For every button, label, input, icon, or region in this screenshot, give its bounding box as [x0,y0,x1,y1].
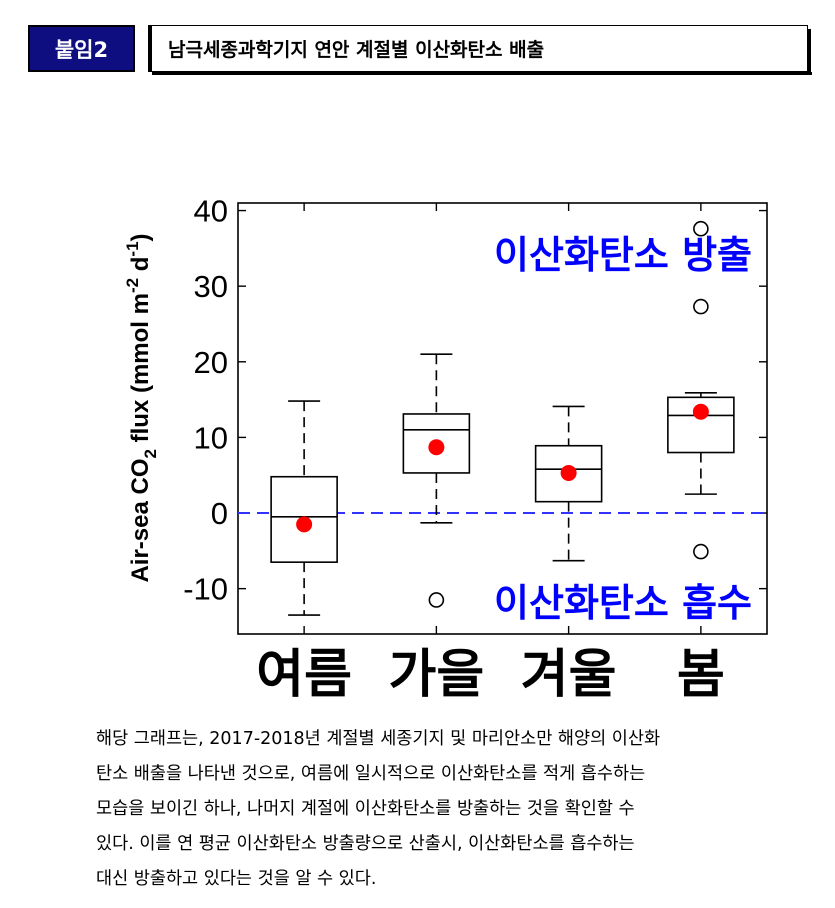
ylabel-mid: flux (mmol m [127,293,154,449]
mean-point [560,464,577,481]
marks-layer [238,220,767,616]
y-tick-label: 0 [211,496,228,531]
title-shadow-side [808,29,811,75]
labels-layer: Air-sea CO2 flux (mmol m-2 d-1) 이산화탄소 방출… [123,233,752,625]
ylabel-sub: 2 [141,449,160,458]
x-tick-label: 겨울 [521,645,617,705]
mean-point [428,439,445,456]
ylabel-sup2: -1 [123,241,142,256]
caption: 해당 그래프는, 2017-2018년 계절별 세종기지 및 마리안소만 해양의… [96,722,796,897]
plot-frame [237,202,768,635]
attachment-badge: 붙임2 [28,25,135,72]
y-tick-label: -10 [183,572,228,607]
y-tick-label: 20 [194,345,228,380]
title-shadow [152,72,812,75]
caption-line: 모습을 보이긴 하나, 나머지 계절에 이산화탄소를 방출하는 것을 확인할 수 [96,799,635,819]
ylabel-pre: Air-sea CO [127,459,154,583]
page-title: 남극세종과학기지 연안 계절별 이산화탄소 배출 [168,39,545,61]
y-axis-label: Air-sea CO2 flux (mmol m-2 d-1) [123,233,160,582]
ylabel-sup1: -2 [123,278,142,293]
x-tick-label: 가을 [389,645,485,705]
x-tick-label: 봄 [677,645,725,705]
y-tick-label: 40 [194,194,228,229]
box-iqr [667,396,735,454]
mean-point [296,516,313,533]
title-box: 남극세종과학기지 연안 계절별 이산화탄소 배출 [148,25,808,72]
y-tick-label: 30 [194,269,228,304]
outlier-point [428,592,445,608]
caption-line: 대신 방출하고 있다는 것을 알 수 있다. [96,869,377,889]
caption-line: 있다. 이를 연 평균 이산화탄소 방출량으로 산출시, 이산화탄소를 흡수하는 [96,834,635,854]
box-plot-chart: 40 30 20 10 0 -10 여름 가을 겨울 봄 Air-sea CO2 flux (mm… [123,194,768,705]
mean-point [692,403,709,420]
axes-layer: 40 30 20 10 0 -10 여름 가을 겨울 봄 [183,194,768,705]
outlier-point [693,298,709,315]
ylabel-mid2: d [127,257,154,278]
caption-line: 해당 그래프는, 2017-2018년 계절별 세종기지 및 마리안소만 해양의… [96,729,661,749]
y-tick-label: 10 [194,420,228,455]
x-tick-label: 여름 [256,645,352,705]
box-1 [270,400,338,616]
box-4 [667,220,735,560]
badge-label: 붙임2 [54,37,109,62]
box-2 [402,353,471,608]
caption-line: 탄소 배출을 나타낸 것으로, 여름에 일시적으로 이산화탄소를 적게 흡수하는 [96,764,646,784]
outlier-point [693,543,709,560]
annotation-release: 이산화탄소 방출 [494,233,752,277]
ylabel-post: ) [127,233,154,241]
box-3 [534,405,603,562]
annotation-absorb: 이산화탄소 흡수 [494,581,752,625]
outlier-point [693,220,709,237]
